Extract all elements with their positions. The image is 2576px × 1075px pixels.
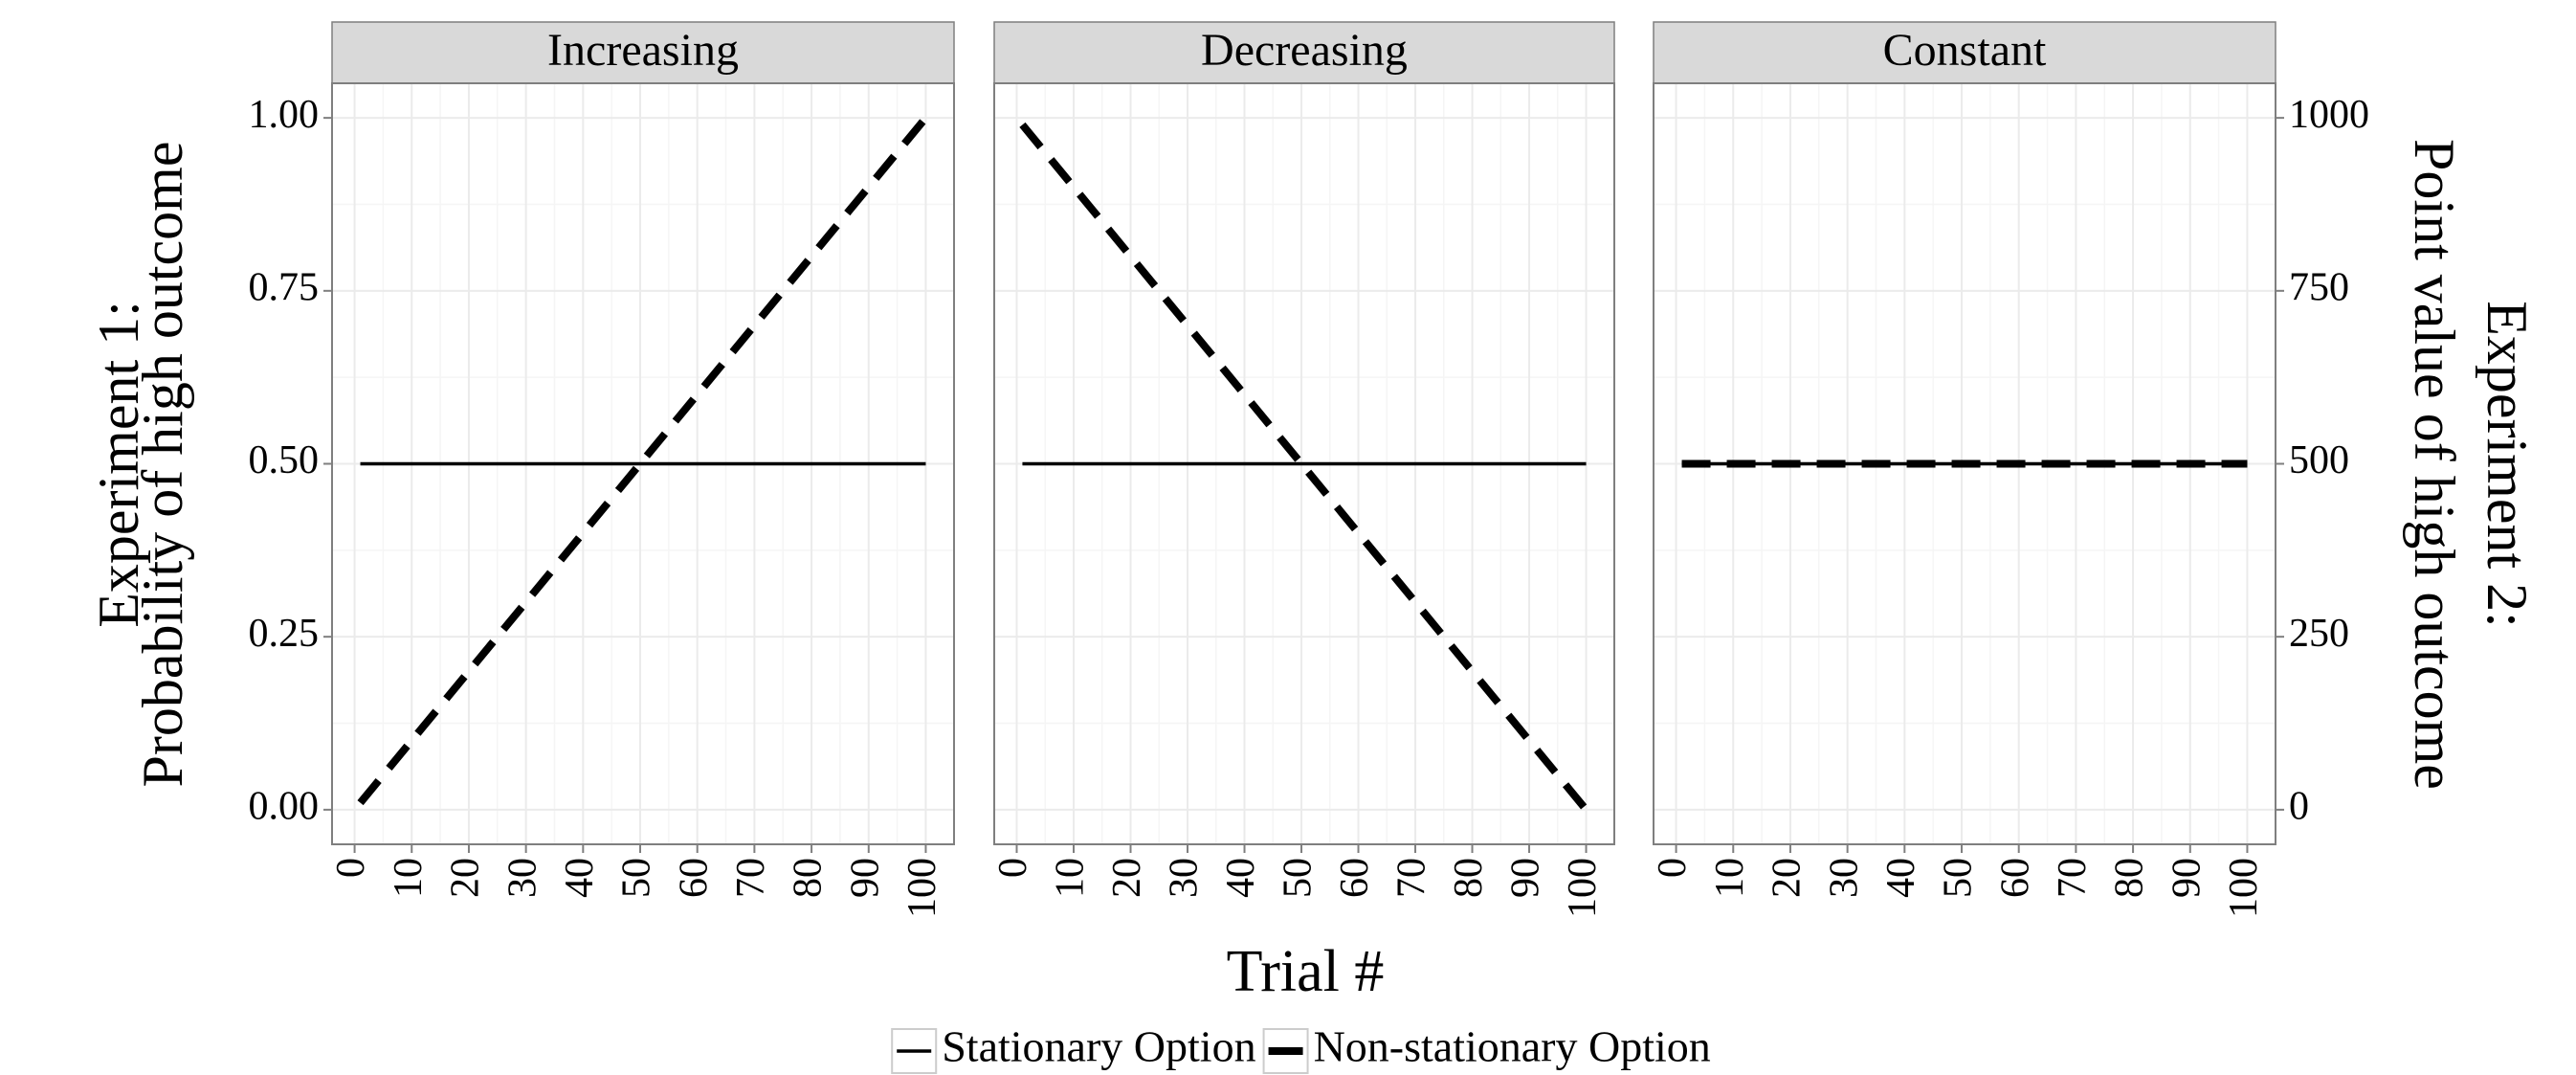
y-axis-title: Experiment 1: Probability of high outcom… xyxy=(87,142,194,788)
strip xyxy=(1653,21,2276,84)
x-tick-label: 100 xyxy=(2222,858,2266,918)
x-tick-label: 60 xyxy=(1993,858,2037,898)
legend-label: Stationary Option xyxy=(942,1022,1255,1071)
x-tick-label: 30 xyxy=(1163,858,1207,898)
x-tick-label: 90 xyxy=(1504,858,1548,898)
data-line xyxy=(1019,122,1589,813)
x-tick-label: 100 xyxy=(900,858,944,918)
x-tick-label: 60 xyxy=(1333,858,1377,898)
y2-tick-label: 250 xyxy=(2289,612,2349,656)
x-tick-label: 0 xyxy=(329,858,373,878)
x-tick-label: 60 xyxy=(672,858,716,898)
x-tick-label: 80 xyxy=(1447,858,1491,898)
y-axis-title-line: Probability of high outcome xyxy=(131,142,194,788)
y2-tick-label: 0 xyxy=(2289,785,2309,829)
x-tick-label: 0 xyxy=(1651,858,1695,878)
legend: Stationary Option Non-stationary Option xyxy=(891,1022,1711,1074)
legend-label: Non-stationary Option xyxy=(1314,1022,1711,1071)
x-tick-label: 20 xyxy=(1105,858,1149,898)
strip xyxy=(993,21,1615,84)
x-tick-label: 50 xyxy=(1277,858,1321,898)
y-tick-label: 0.00 xyxy=(249,785,320,829)
x-tick-label: 30 xyxy=(500,858,544,898)
x-tick-label: 20 xyxy=(444,858,488,898)
facet-title: Increasing xyxy=(547,25,739,76)
x-tick-label: 80 xyxy=(2108,858,2152,898)
y-tick-label: 0.75 xyxy=(249,265,320,309)
y2-tick-label: 500 xyxy=(2289,438,2349,482)
x-tick-label: 10 xyxy=(1708,858,1752,898)
x-tick-label: 30 xyxy=(1822,858,1866,898)
x-tick-label: 90 xyxy=(843,858,887,898)
y2-tick-label: 750 xyxy=(2289,265,2349,309)
facet-title: Constant xyxy=(1883,25,2047,76)
data-line xyxy=(357,115,929,806)
y2-axis-title: Experiment 2: Point value of high outcom… xyxy=(2403,139,2539,790)
x-tick-label: 40 xyxy=(1219,858,1263,898)
y2-tick-label: 1000 xyxy=(2289,93,2369,137)
y-tick-label: 1.00 xyxy=(249,93,320,137)
x-tick-label: 50 xyxy=(1937,858,1981,898)
x-tick-label: 0 xyxy=(991,858,1035,878)
x-tick-label: 40 xyxy=(1879,858,1923,898)
x-tick-label: 70 xyxy=(1390,858,1434,898)
y-tick-label: 0.50 xyxy=(249,438,320,482)
x-tick-label: 70 xyxy=(729,858,773,898)
x-tick-label: 20 xyxy=(1765,858,1810,898)
x-tick-label: 10 xyxy=(387,858,431,898)
strip xyxy=(331,21,955,84)
y-axis-title-line: Experiment 1: xyxy=(87,301,150,628)
x-tick-label: 10 xyxy=(1049,858,1093,898)
facet-title: Decreasing xyxy=(1201,25,1408,76)
panel-border xyxy=(993,82,1615,845)
y-tick-label: 0.25 xyxy=(249,612,320,656)
x-axis-title: Trial # xyxy=(1227,939,1385,1004)
x-tick-label: 70 xyxy=(2051,858,2095,898)
x-tick-label: 50 xyxy=(615,858,659,898)
y2-axis-title-line: Point value of high outcome xyxy=(2403,139,2466,790)
x-tick-label: 100 xyxy=(1561,858,1605,918)
x-tick-label: 40 xyxy=(558,858,602,898)
x-tick-label: 90 xyxy=(2165,858,2209,898)
x-tick-label: 80 xyxy=(787,858,831,898)
y2-axis-title-line: Experiment 2: xyxy=(2476,301,2539,628)
